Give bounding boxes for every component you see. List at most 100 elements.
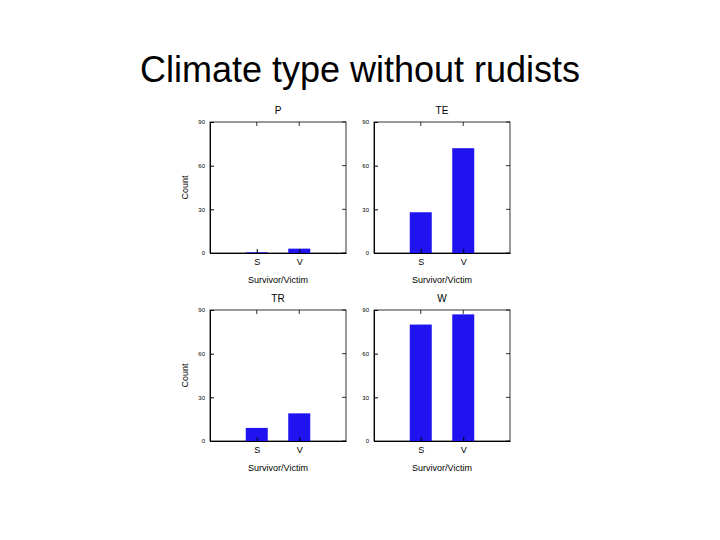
tick-label: 30 — [198, 395, 205, 401]
panel: 0306090SVPSurvivor/VictimCount — [180, 105, 347, 285]
tick-mark — [299, 249, 300, 253]
tick-label: V — [461, 257, 467, 267]
tick-mark — [506, 310, 510, 311]
tick: 60 — [198, 163, 214, 169]
tick: V — [297, 249, 303, 267]
tick: 30 — [198, 395, 214, 401]
tick-mark — [506, 397, 510, 398]
tick-mark — [299, 122, 300, 126]
tick: 90 — [198, 307, 214, 313]
bars — [410, 148, 475, 253]
x-axis-top — [421, 310, 464, 314]
slide-title: Climate type without rudists — [140, 49, 580, 90]
tick-label: 0 — [366, 438, 370, 444]
x-axis: SV — [211, 437, 347, 455]
tick: 90 — [362, 307, 378, 313]
tick-mark — [374, 122, 378, 123]
x-axis: SV — [375, 249, 511, 267]
tick-mark — [506, 209, 510, 210]
y-axis-right — [342, 310, 346, 441]
x-axis-title: Survivor/Victim — [412, 463, 472, 473]
bar — [410, 325, 432, 441]
tick: 60 — [362, 163, 378, 169]
tick-mark — [463, 122, 464, 126]
x-axis-top — [257, 310, 300, 314]
tick-mark — [420, 122, 421, 126]
y-axis-right — [342, 122, 346, 253]
x-axis-top — [421, 122, 464, 126]
tick: 30 — [362, 395, 378, 401]
tick-mark — [342, 165, 346, 166]
bar — [452, 314, 474, 441]
tick-mark — [506, 353, 510, 354]
y-axis: 0 30 60 90 — [362, 307, 378, 444]
tick-mark — [299, 437, 300, 441]
tick: V — [461, 249, 467, 267]
tick-mark — [421, 437, 422, 441]
bar — [410, 212, 432, 253]
tick-mark — [342, 310, 346, 311]
tick: 30 — [198, 207, 214, 213]
axis-line — [210, 311, 211, 442]
tick-mark — [210, 209, 214, 210]
tick-mark — [374, 354, 378, 355]
tick: 60 — [198, 351, 214, 357]
y-axis-right — [506, 310, 510, 441]
panel-title: P — [275, 105, 282, 116]
axis-line — [375, 253, 511, 254]
axis-line — [210, 123, 211, 254]
tick-mark — [463, 249, 464, 253]
tick-label: 60 — [198, 351, 205, 357]
tick: S — [418, 437, 424, 455]
tick-label: 0 — [202, 438, 206, 444]
x-axis-title: Survivor/Victim — [248, 275, 308, 285]
tick-label: 0 — [366, 250, 370, 256]
tick-label: V — [461, 445, 467, 455]
y-axis: 0 30 60 90 — [198, 307, 214, 444]
tick-label: V — [297, 445, 303, 455]
tick-mark — [256, 122, 257, 126]
tick-mark — [210, 310, 214, 311]
axis-line — [374, 311, 375, 442]
tick-label: 30 — [362, 207, 369, 213]
bars — [246, 249, 311, 253]
plot-frame — [374, 122, 510, 253]
tick-mark — [210, 122, 214, 123]
tick-label: 60 — [198, 163, 205, 169]
tick-label: 30 — [362, 395, 369, 401]
axis-line — [211, 253, 347, 254]
axis-line — [211, 441, 347, 442]
tick-label: 90 — [198, 307, 205, 313]
bar — [288, 413, 310, 441]
tick-mark — [342, 122, 346, 123]
tick: V — [297, 437, 303, 455]
tick-mark — [256, 310, 257, 314]
tick: S — [254, 437, 260, 455]
y-axis-title: Count — [180, 363, 190, 388]
tick-label: S — [418, 257, 424, 267]
tick-label: V — [297, 257, 303, 267]
panel: 0306090SVTESurvivor/Victim — [362, 105, 510, 285]
tick-mark — [257, 437, 258, 441]
tick-mark — [210, 166, 214, 167]
bar — [246, 428, 268, 441]
tick: 60 — [362, 351, 378, 357]
tick-mark — [257, 249, 258, 253]
y-axis: 0306090 — [198, 119, 214, 256]
x-axis-title: Survivor/Victim — [248, 463, 308, 473]
tick-label: S — [418, 445, 424, 455]
tick: 90 — [198, 119, 214, 125]
tick-label: 90 — [362, 119, 369, 125]
panel-title: TE — [436, 105, 449, 116]
tick: S — [254, 249, 260, 267]
plot-frame — [374, 310, 510, 441]
x-axis: SV — [211, 249, 347, 267]
bar — [288, 249, 310, 253]
tick-label: S — [254, 445, 260, 455]
tick-mark — [463, 310, 464, 314]
y-axis-right — [506, 122, 510, 253]
y-axis-title: Count — [180, 175, 190, 200]
plot-frame — [210, 310, 346, 441]
x-axis-top — [257, 122, 300, 126]
bars — [410, 314, 475, 441]
